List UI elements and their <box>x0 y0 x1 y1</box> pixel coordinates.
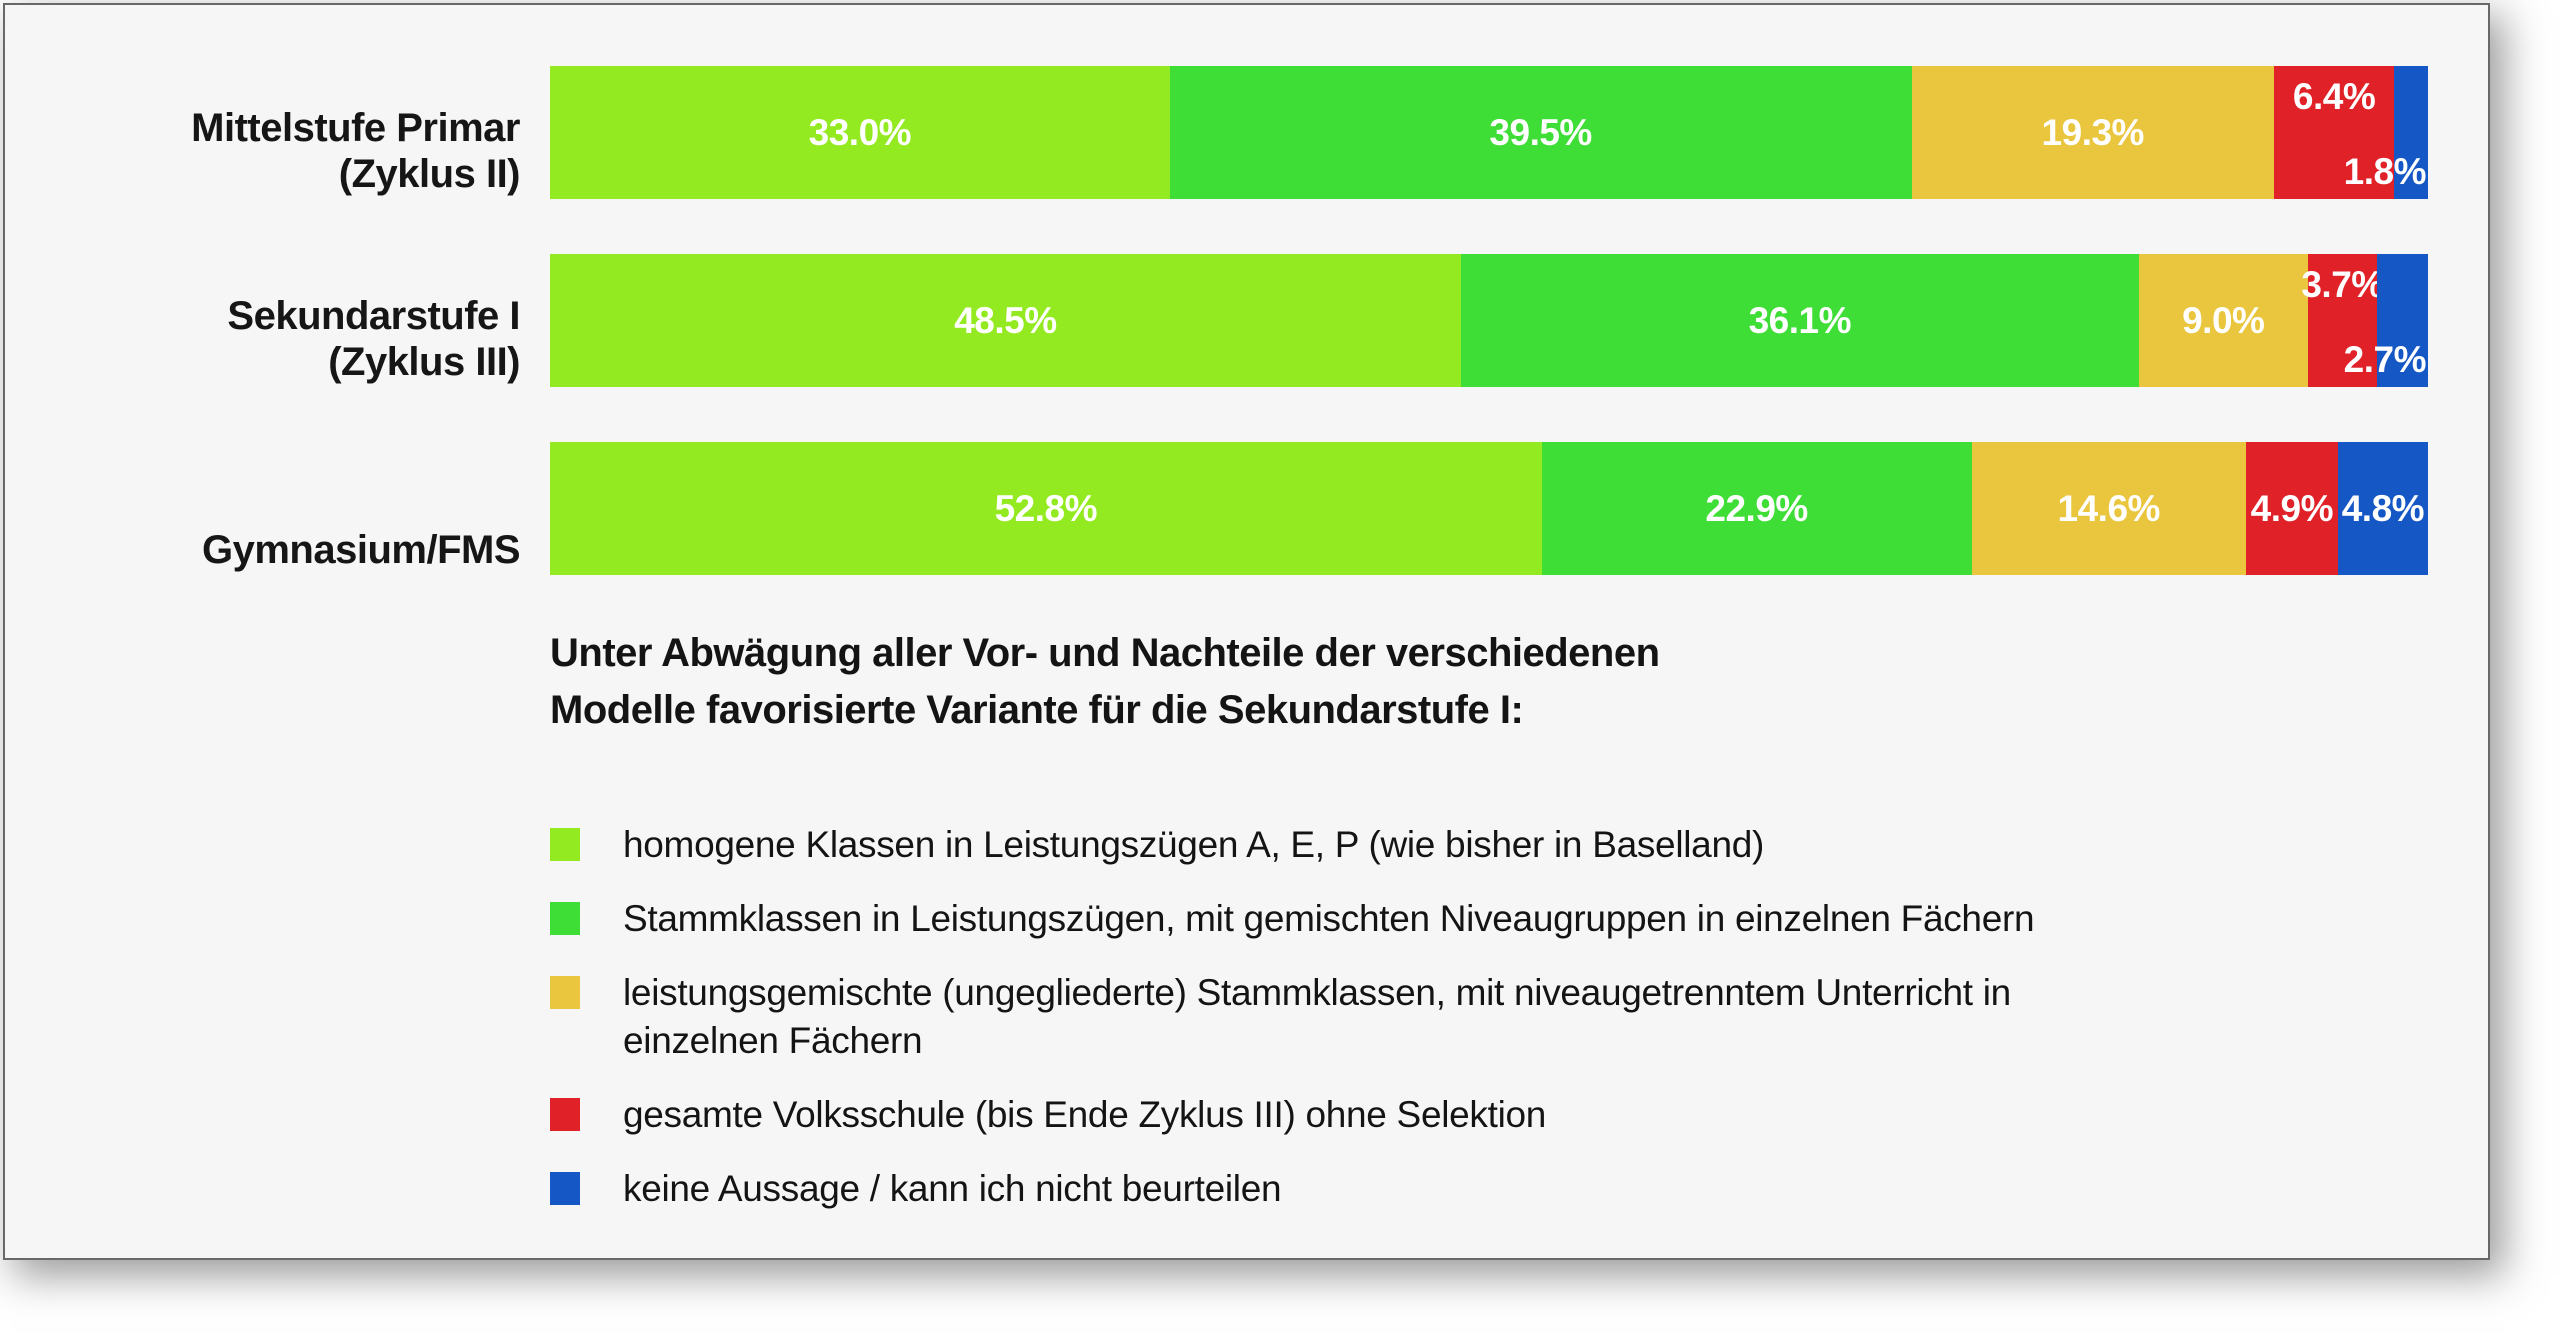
value-label: 3.7% <box>2301 264 2384 305</box>
value-label: 22.9% <box>1705 487 1808 529</box>
legend-label-line: homogene Klassen in Leistungszügen A, E,… <box>623 824 1765 865</box>
bar-segment <box>2394 66 2428 199</box>
category-label-line: Gymnasium/FMS <box>201 528 521 572</box>
bar-segment: 33.0% <box>550 66 1170 199</box>
chart-title-line-1: Unter Abwägung aller Vor- und Nachteile … <box>550 631 1660 675</box>
legend-item: homogene Klassen in Leistungszügen A, E,… <box>550 821 2350 869</box>
bar-segment <box>2377 254 2428 387</box>
value-label: 9.0% <box>2182 299 2265 341</box>
stacked-bar: 33.0% 39.5% 19.3% 6.4% 1.8% <box>550 66 2428 199</box>
legend-item: leistungsgemischte (ungegliederte) Stamm… <box>550 969 2350 1065</box>
category-label-line: Mittelstufe Primar <box>191 106 520 150</box>
value-label: 1.8% <box>2343 151 2427 192</box>
legend-label-line: keine Aussage / kann ich nicht beurteile… <box>623 1168 1282 1209</box>
legend-item: Stammklassen in Leistungszügen, mit gemi… <box>550 895 2350 943</box>
legend-swatch <box>550 1172 580 1205</box>
value-label: 4.9% <box>2250 487 2334 529</box>
value-label: 19.3% <box>2041 111 2145 153</box>
stacked-bar: 48.5% 36.1% 9.0% 3.7% 2.7% <box>550 254 2428 387</box>
legend-item: keine Aussage / kann ich nicht beurteile… <box>550 1165 2350 1213</box>
bar-segment: 9.0% <box>2138 254 2308 387</box>
legend-label: leistungsgemischte (ungegliederte) Stamm… <box>623 969 2011 1065</box>
legend-swatch <box>550 902 580 935</box>
value-label: 39.5% <box>1489 111 1592 153</box>
category-label: Gymnasium/FMS <box>5 527 521 573</box>
category-label-line: Sekundarstufe I <box>227 294 520 338</box>
legend-item: gesamte Volksschule (bis Ende Zyklus III… <box>550 1091 2350 1139</box>
category-label: Sekundarstufe I (Zyklus III) <box>5 293 520 385</box>
stacked-bar: 52.8% 22.9% 14.6% 4.9% 4.8% <box>550 442 2428 575</box>
value-label: 2.7% <box>2343 339 2427 380</box>
bar-row: Sekundarstufe I (Zyklus III) 48.5% 36.1% 9.0… <box>5 254 2488 387</box>
value-label: 52.8% <box>994 487 1098 529</box>
legend-label: gesamte Volksschule (bis Ende Zyklus III… <box>623 1091 1546 1139</box>
bar-segment: 52.8% <box>550 442 1542 575</box>
bar-segment: 4.8% <box>2337 442 2428 575</box>
bar-segment: 39.5% <box>1169 66 1912 199</box>
bar-segment: 36.1% <box>1460 254 2139 387</box>
chart-title: Unter Abwägung aller Vor- und Nachteile … <box>550 625 1660 739</box>
legend-swatch <box>550 976 580 1009</box>
legend-label-line: leistungsgemischte (ungegliederte) Stamm… <box>623 972 2011 1013</box>
category-label: Mittelstufe Primar (Zyklus II) <box>5 105 520 197</box>
bar-segment: 14.6% <box>1971 442 2246 575</box>
bar-segment: 3.7% <box>2301 254 2384 387</box>
bar-row: Mittelstufe Primar (Zyklus II) 33.0% 39.5% 1… <box>5 66 2488 199</box>
category-label-line: (Zyklus II) <box>338 152 521 196</box>
bar-segment: 4.9% <box>2245 442 2338 575</box>
category-label-line: (Zyklus III) <box>328 340 520 384</box>
legend-label: Stammklassen in Leistungszügen, mit gemi… <box>623 895 2035 943</box>
bar-segment: 22.9% <box>1541 442 1972 575</box>
legend-swatch <box>550 1098 580 1131</box>
value-label: 4.8% <box>2341 487 2425 529</box>
value-label: 48.5% <box>954 299 1057 341</box>
bar-segment: 6.4% <box>2273 66 2395 199</box>
legend-label-line: Stammklassen in Leistungszügen, mit gemi… <box>623 898 2035 939</box>
value-label: 14.6% <box>2057 487 2161 529</box>
legend-label: homogene Klassen in Leistungszügen A, E,… <box>623 821 1764 869</box>
chart-panel: Mittelstufe Primar (Zyklus II) 33.0% 39.5% 1… <box>3 3 2490 1260</box>
value-label: 36.1% <box>1748 299 1852 341</box>
legend: homogene Klassen in Leistungszügen A, E,… <box>550 821 2350 1239</box>
legend-label-line: einzelnen Fächern <box>623 1020 923 1061</box>
value-label: 33.0% <box>808 111 912 153</box>
bar-segment: 19.3% <box>1911 66 2274 199</box>
chart-title-line-2: Modelle favorisierte Variante für die Se… <box>550 688 1524 732</box>
bar-row: Gymnasium/FMS 52.8% 22.9% 14.6% 4.9% 4.8% <box>5 442 2488 575</box>
value-label: 6.4% <box>2292 76 2376 117</box>
legend-swatch <box>550 828 580 861</box>
legend-label: keine Aussage / kann ich nicht beurteile… <box>623 1165 1282 1213</box>
legend-label-line: gesamte Volksschule (bis Ende Zyklus III… <box>623 1094 1547 1135</box>
bar-segment: 48.5% <box>550 254 1461 387</box>
